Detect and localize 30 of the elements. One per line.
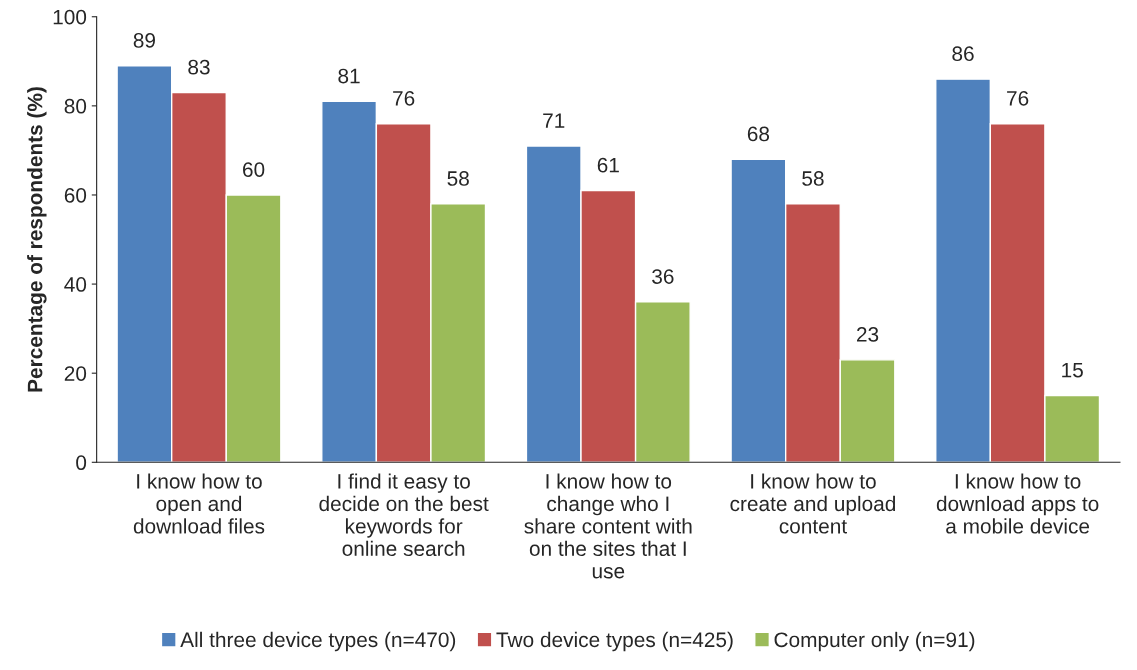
legend-label: Two device types (n=425) xyxy=(496,631,733,652)
data-label: 86 xyxy=(952,46,974,62)
y-tick-label: 60 xyxy=(64,187,87,203)
y-tick-label: 20 xyxy=(64,366,87,381)
data-label: 23 xyxy=(856,327,879,342)
data-label: 58 xyxy=(802,171,824,186)
data-label: 76 xyxy=(1007,90,1029,106)
x-tick-label: I know how to download apps to a mobile device xyxy=(936,473,1099,534)
legend-label: All three device types (n=470) xyxy=(180,631,456,652)
data-label: 81 xyxy=(338,68,360,84)
data-label: 36 xyxy=(652,269,674,284)
x-tick-label: I know how to change who I share content with on the sites that I use xyxy=(524,473,692,579)
x-tick-label: I find it easy to decide on the best keywords for online search xyxy=(319,473,489,557)
y-tick-label: 100 xyxy=(53,9,87,25)
y-tick-label: 80 xyxy=(64,98,87,114)
data-label: 61 xyxy=(597,157,619,173)
data-label: 58 xyxy=(447,171,469,186)
data-label: 68 xyxy=(747,126,770,142)
x-tick-label: I know how to open and download files xyxy=(133,473,265,534)
data-label: 60 xyxy=(243,162,265,177)
data-label: 71 xyxy=(543,113,565,128)
y-tick-label: 0 xyxy=(76,455,87,471)
data-label: 15 xyxy=(1062,362,1083,378)
y-tick-label: 40 xyxy=(64,277,87,292)
x-tick-label: I know how to create and upload content xyxy=(730,473,896,534)
legend-label: Computer only (n=91) xyxy=(774,631,975,652)
y-axis-title: Percentage of respondents (%) xyxy=(27,87,47,392)
data-label: 76 xyxy=(393,90,415,106)
data-label: 83 xyxy=(188,59,210,75)
data-label: 89 xyxy=(133,33,155,48)
